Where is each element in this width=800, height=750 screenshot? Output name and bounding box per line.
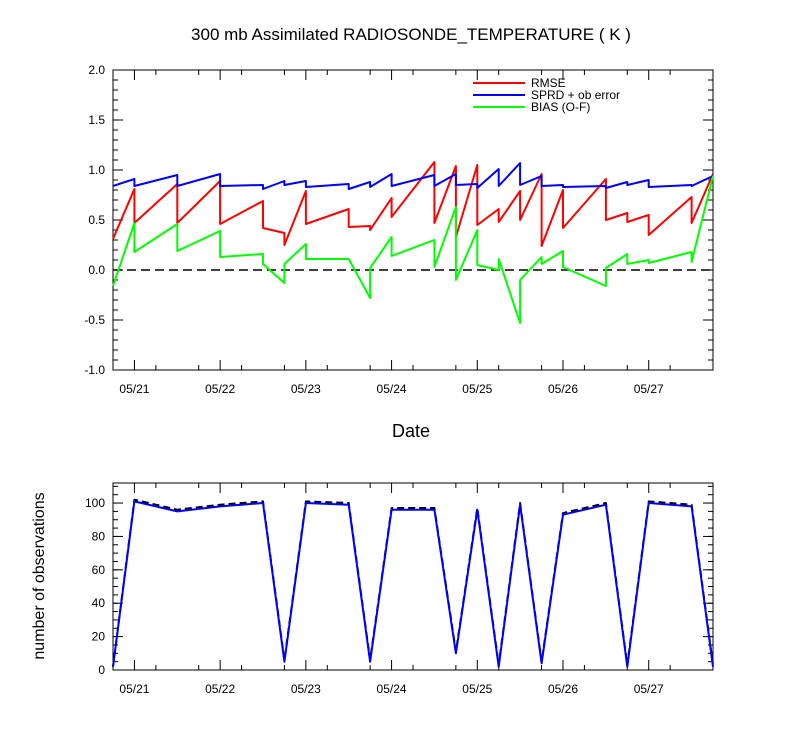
- legend-bias-label: BIAS (O-F): [531, 100, 590, 114]
- rmse-series-line: [112, 161, 714, 247]
- bottom-y-tick-label: 60: [92, 563, 106, 577]
- bottom-x-tick-label: 05/27: [634, 682, 664, 696]
- x-axis-title: Date: [392, 421, 430, 441]
- bias-series-line: [112, 175, 714, 324]
- chart-title: 300 mb Assimilated RADIOSONDE_TEMPERATUR…: [191, 25, 631, 44]
- top-x-tick-label: 05/21: [119, 382, 149, 396]
- top-x-tick-label: 05/26: [548, 382, 578, 396]
- top-y-tick-label: 2.0: [88, 63, 105, 77]
- top-x-tick-label: 05/27: [634, 382, 664, 396]
- bottom-y-tick-label: 40: [92, 596, 106, 610]
- bottom-y-tick-label: 100: [85, 496, 105, 510]
- obs-used-line: [112, 500, 714, 668]
- bottom-y-tick-label: 80: [92, 529, 106, 543]
- top-y-tick-label: -1.0: [84, 363, 105, 377]
- bottom-plot-area: 05/21 05/22 05/23 05/24 05/25 05/26 05/27 0 20 40…: [85, 482, 714, 696]
- bottom-y-tick-label: 0: [98, 663, 105, 677]
- top-y-tick-label: 0.5: [88, 213, 105, 227]
- sprd-series-line: [112, 162, 714, 190]
- bottom-x-tick-label: 05/26: [548, 682, 578, 696]
- bottom-x-tick-label: 05/25: [462, 682, 492, 696]
- bottom-x-tick-label: 05/21: [119, 682, 149, 696]
- y-axis-title-observations: number of observations: [31, 492, 48, 659]
- bottom-frame: [112, 482, 714, 671]
- top-y-tick-label: -0.5: [84, 313, 105, 327]
- top-y-tick-label: 1.5: [88, 113, 105, 127]
- legend-sprd-label: SPRD + ob error: [531, 88, 620, 102]
- top-x-tick-label: 05/23: [291, 382, 321, 396]
- top-frame: [112, 69, 714, 371]
- bottom-x-tick-label: 05/23: [291, 682, 321, 696]
- top-plot-area: 05/21 05/22 05/23 05/24 05/25 05/26 05/27 -1.0 -…: [84, 63, 714, 396]
- bottom-x-tick-label: 05/24: [377, 682, 407, 696]
- legend-rmse-label: RMSE: [531, 76, 566, 90]
- top-x-tick-label: 05/24: [377, 382, 407, 396]
- top-y-tick-label: 0.0: [88, 263, 105, 277]
- obs-possible-line: [112, 498, 714, 667]
- bottom-y-tick-label: 20: [92, 630, 106, 644]
- top-y-tick-label: 1.0: [88, 163, 105, 177]
- bottom-x-tick-label: 05/22: [205, 682, 235, 696]
- top-x-tick-label: 05/22: [205, 382, 235, 396]
- top-x-tick-label: 05/25: [462, 382, 492, 396]
